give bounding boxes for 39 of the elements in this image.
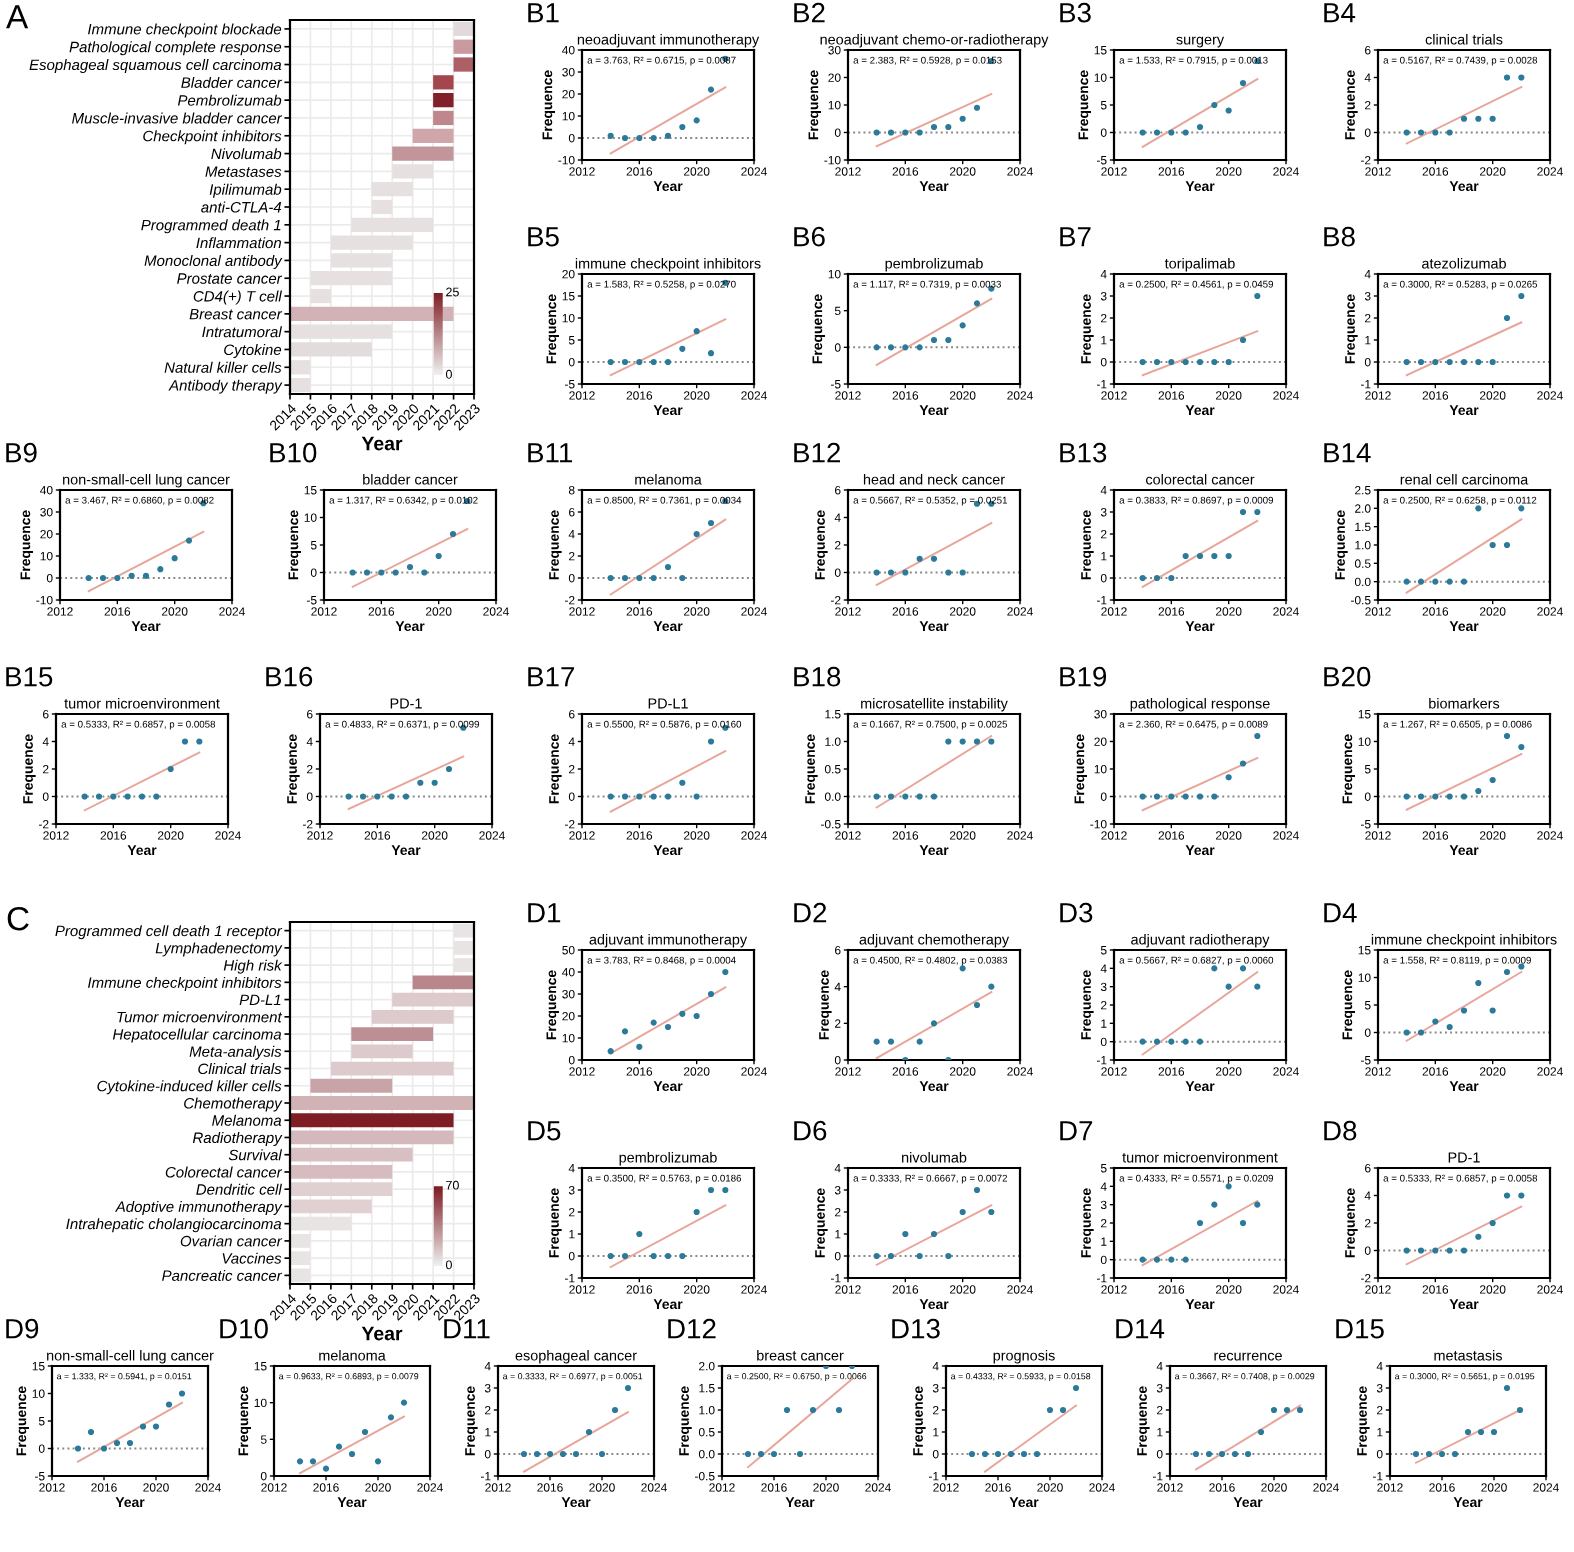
- x-axis-title: Year: [361, 1326, 403, 1341]
- text: B20: [1324, 666, 1371, 687]
- text: B15: [6, 667, 53, 687]
- text: B16: [266, 666, 313, 687]
- text: B9: [6, 442, 37, 463]
- text: D4: [1324, 903, 1357, 923]
- text: B2: [794, 2, 825, 23]
- text: B10: [270, 442, 317, 463]
- text: B11: [528, 443, 573, 463]
- text: B18: [794, 666, 841, 687]
- text: D3: [1060, 902, 1093, 923]
- text: D6: [794, 1120, 827, 1141]
- text: A: [6, 5, 29, 29]
- text: D5: [528, 1121, 561, 1141]
- text: D15: [1336, 1319, 1384, 1339]
- text: D1: [528, 903, 561, 923]
- text: B5: [528, 227, 559, 247]
- text: B8: [1324, 226, 1355, 247]
- text: B17: [528, 667, 575, 687]
- text: D12: [668, 1318, 716, 1339]
- text: B14: [1324, 443, 1371, 463]
- text: D9: [6, 1318, 39, 1339]
- text: B1: [528, 3, 559, 23]
- text: D7: [1060, 1121, 1093, 1141]
- text: B4: [1324, 3, 1356, 23]
- text: D2: [794, 902, 827, 923]
- text: D11: [444, 1319, 490, 1339]
- text: B6: [794, 226, 825, 247]
- text: B7: [1060, 227, 1091, 247]
- text: B19: [1060, 666, 1107, 687]
- text: D13: [892, 1318, 940, 1339]
- text: D10: [220, 1318, 268, 1339]
- text: D14: [1116, 1319, 1165, 1339]
- x-axis-title: Year: [361, 436, 403, 451]
- text: D8: [1324, 1120, 1357, 1141]
- text: B3: [1060, 2, 1091, 23]
- text: B13: [1060, 442, 1107, 463]
- text: B12: [794, 442, 841, 463]
- text: C: [7, 906, 29, 931]
